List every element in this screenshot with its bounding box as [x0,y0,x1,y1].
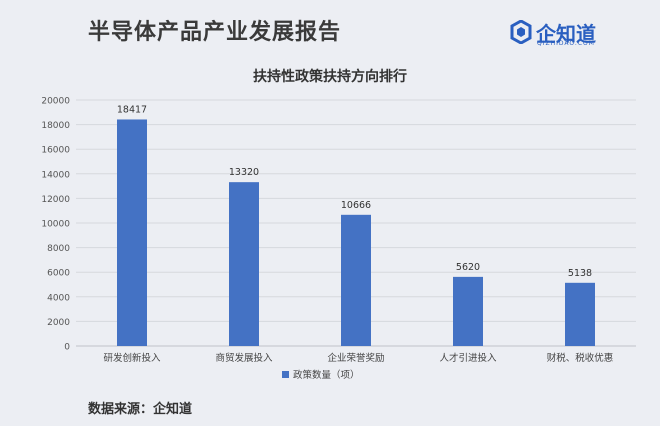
x-tick-label: 财税、税收优惠 [547,352,614,364]
bar [565,282,595,346]
y-tick-label: 12000 [41,195,70,205]
data-label: 5620 [456,262,480,273]
brand-name: 企知道 [536,22,596,46]
y-tick-label: 6000 [47,269,70,279]
y-tick-label: 18000 [41,121,70,131]
bar [229,182,259,346]
brand-logo: 企知道 QIZHIDAO.COM [510,19,610,48]
brand-mark-icon [510,19,532,45]
report-title: 半导体产品产业发展报告 [88,20,342,45]
data-label: 13320 [229,167,259,178]
y-tick-label: 16000 [41,146,70,156]
chart-title: 扶持性政策扶持方向排行 [253,69,407,85]
y-tick-label: 14000 [41,170,70,180]
y-tick-label: 0 [64,343,70,353]
x-tick-label: 企业荣誉奖励 [327,352,384,364]
y-tick-label: 8000 [47,244,70,254]
y-tick-label: 4000 [47,293,70,303]
legend-swatch [282,371,289,378]
data-label: 18417 [117,104,147,115]
bar [117,119,147,346]
legend-label: 政策数量（项） [293,369,360,381]
data-label: 5138 [568,268,592,279]
y-tick-label: 2000 [47,318,70,328]
data-label: 10666 [341,200,371,211]
y-tick-label: 20000 [41,97,70,107]
brand-subtitle: QIZHIDAO.COM [537,40,595,47]
data-source-note: 数据来源：企知道 [88,402,193,417]
bar [453,276,483,346]
x-tick-label: 研发创新投入 [103,352,161,364]
bar [341,214,371,346]
y-tick-label: 10000 [41,220,70,230]
x-tick-label: 商贸发展投入 [215,352,273,364]
x-tick-label: 人才引进投入 [439,352,497,364]
